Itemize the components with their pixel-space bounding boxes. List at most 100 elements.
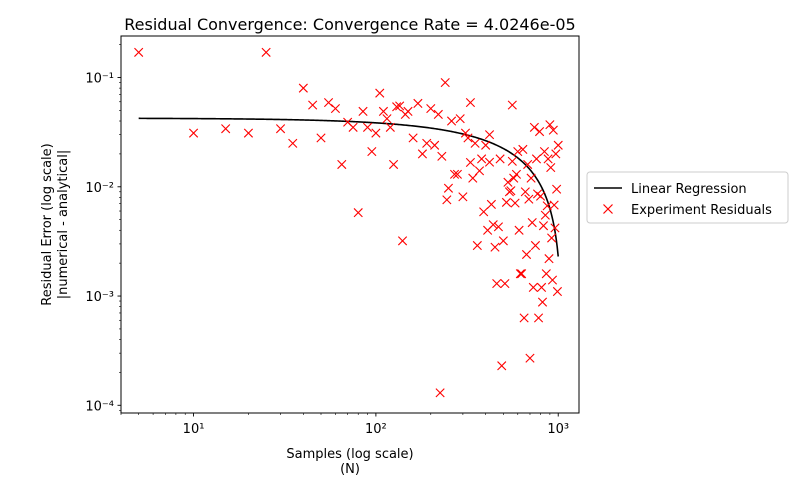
residual-point (348, 122, 358, 132)
y-tick-label: 10⁻⁴ (85, 399, 114, 414)
residual-point (513, 146, 523, 157)
residual-point (536, 282, 547, 292)
residual-point (510, 198, 520, 208)
y-axis-ticks: 10⁻⁴ 10⁻³ 10⁻² 10⁻¹ (85, 44, 121, 414)
residual-point (530, 240, 541, 251)
residual-point (517, 269, 527, 279)
plot-background (121, 36, 579, 413)
residual-point (484, 130, 495, 140)
residual-point (362, 122, 373, 132)
residual-point (509, 173, 519, 183)
residual-point (435, 388, 445, 398)
residual-point (544, 254, 554, 264)
residual-point (540, 210, 550, 220)
residual-point (537, 297, 548, 307)
y-tick-label: 10⁻³ (85, 290, 114, 305)
residual-point (552, 286, 563, 297)
residual-point (371, 128, 381, 138)
chart-title: Residual Convergence: Convergence Rate =… (124, 15, 575, 34)
legend-box (586, 171, 789, 224)
residual-point (529, 122, 539, 132)
residual-point (500, 279, 510, 289)
residual-point (493, 222, 504, 232)
residual-point (511, 169, 522, 179)
residual-point (465, 157, 476, 168)
series-layer (134, 47, 563, 398)
residual-point (531, 154, 542, 164)
residual-point (490, 242, 500, 252)
residual-point (337, 159, 347, 170)
residual-point (534, 127, 545, 137)
residual-point (134, 47, 144, 57)
residual-point (507, 156, 517, 166)
residual-point (486, 199, 496, 209)
residual-point (395, 101, 405, 111)
residual-point (470, 138, 480, 148)
residual-point (408, 133, 418, 143)
x-tick-label: 10² (365, 422, 387, 437)
residual-point (539, 146, 550, 157)
residual-point (507, 100, 517, 110)
residual-point (413, 98, 423, 108)
residual-point (548, 125, 558, 135)
residual-point (388, 159, 399, 170)
residual-point (498, 236, 508, 246)
residual-point (545, 120, 555, 130)
residual-point (546, 162, 556, 173)
residual-point (543, 154, 553, 164)
residual-point (426, 103, 436, 114)
residual-point (552, 184, 562, 194)
residual-point (528, 282, 538, 292)
residual-point (437, 151, 447, 161)
residual-point (553, 140, 563, 150)
residual-point (481, 140, 491, 150)
residual-point (488, 220, 498, 230)
residual-point (422, 138, 432, 148)
chart-legend: Linear Regression Experiment Residuals (586, 171, 789, 224)
residual-point (392, 102, 402, 112)
residual-point (298, 83, 308, 93)
residual-point (514, 225, 524, 235)
residual-point (452, 169, 463, 179)
residual-point (477, 154, 487, 164)
residual-point (455, 114, 465, 124)
residual-point (547, 233, 557, 243)
legend-label-linear-regression: Linear Regression (631, 182, 747, 197)
residual-point (501, 197, 512, 207)
residual-point (533, 313, 544, 323)
residual-point (353, 208, 363, 218)
residual-point (375, 88, 385, 98)
residual-point (443, 183, 454, 193)
legend-label-experiment-residuals: Experiment Residuals (631, 203, 772, 218)
residual-point (551, 149, 561, 159)
residual-point (527, 218, 537, 228)
residual-point (538, 221, 549, 231)
residual-point (449, 169, 460, 179)
residual-point (275, 124, 286, 134)
residual-point (358, 106, 368, 116)
residual-point (520, 187, 530, 197)
residual-point (519, 313, 529, 323)
residual-point (330, 103, 341, 114)
residual-point (382, 114, 392, 124)
residual-point (433, 109, 443, 119)
residual-point (492, 279, 502, 289)
residual-point (526, 173, 536, 183)
legend-x-marker-swatch (603, 204, 613, 214)
residual-point (323, 97, 334, 108)
residual-point (524, 194, 534, 204)
residual-point (188, 128, 199, 138)
residual-point (440, 77, 450, 88)
residual-point (549, 200, 559, 210)
plot-frame (120, 35, 580, 414)
plot-area: 10¹ 10² 10³ 10⁻⁴ 10⁻³ 10⁻² 10⁻¹ (85, 35, 580, 437)
residual-point (463, 133, 473, 143)
residual-point (403, 106, 413, 116)
y-axis-label: Residual Error (log scale) (40, 143, 55, 305)
x-tick-label: 10³ (547, 422, 569, 437)
residual-point (288, 138, 298, 148)
residual-point (474, 166, 485, 176)
x-axis-label: Samples (log scale) (286, 447, 413, 462)
residual-point (497, 361, 507, 371)
